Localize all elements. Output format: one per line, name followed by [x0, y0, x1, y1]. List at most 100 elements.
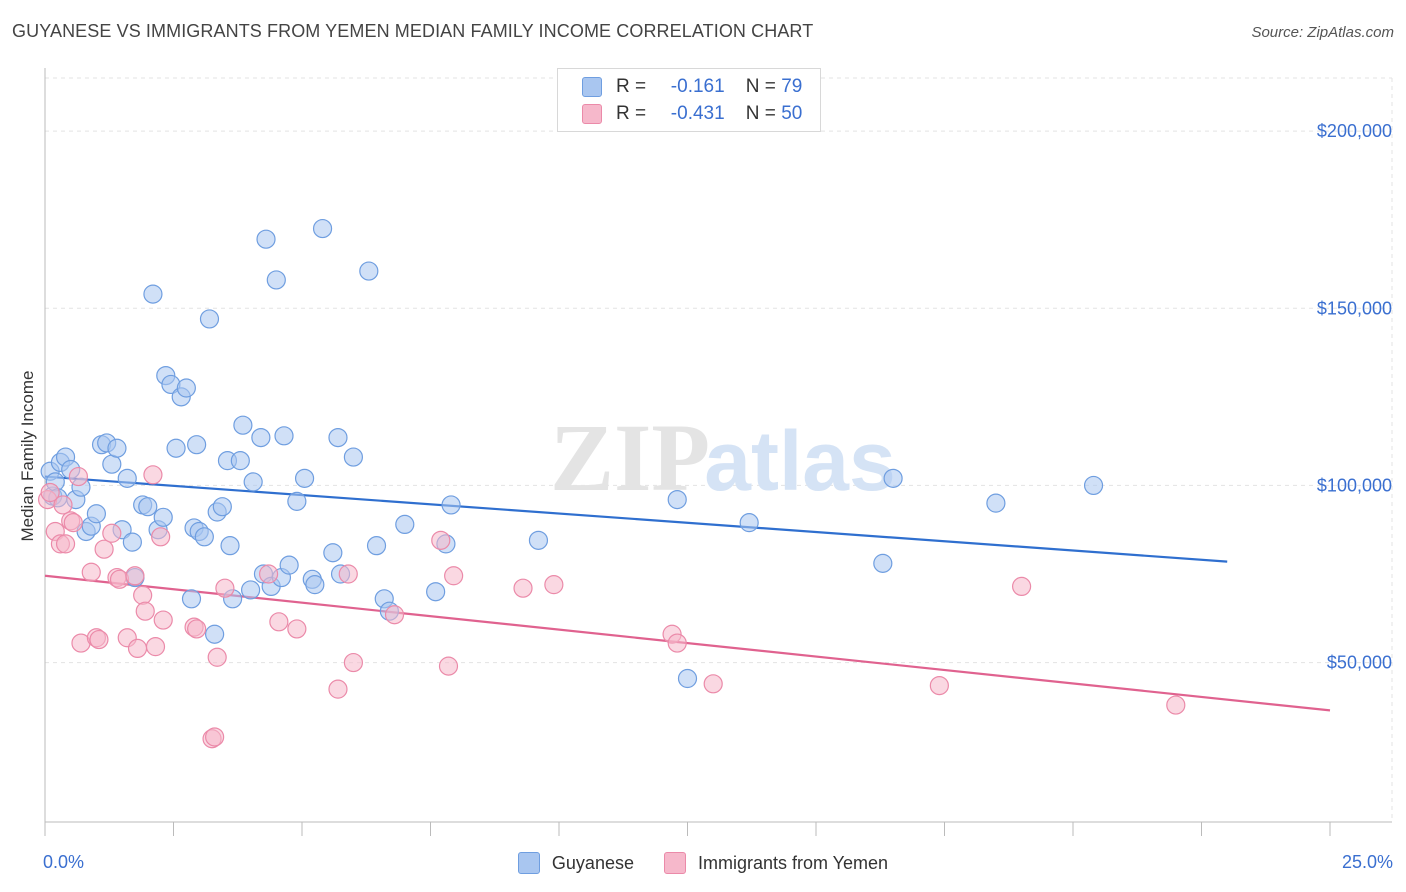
- scatter-point: [212, 497, 232, 517]
- scatter-point: [107, 438, 127, 458]
- scatter-point: [153, 507, 173, 527]
- scatter-point: [1011, 576, 1032, 597]
- axes: [44, 68, 1392, 836]
- scatter-point: [359, 261, 379, 281]
- trend-lines: [44, 475, 1331, 712]
- scatter-point: [258, 564, 279, 584]
- scatter-point: [513, 578, 533, 598]
- scatter-point: [68, 466, 89, 487]
- scatter-point: [230, 451, 250, 471]
- scatter-point: [323, 543, 343, 563]
- scatter-point: [55, 534, 76, 554]
- legend-n-label: N =: [745, 76, 776, 97]
- scatter-point: [133, 585, 153, 605]
- legend-n-label: N =: [745, 103, 776, 124]
- y-tick-labels: $50,000 $100,000 $150,000 $200,000: [1317, 121, 1392, 672]
- scatter-point: [384, 605, 405, 625]
- scatter-point: [127, 638, 148, 659]
- scatter-point: [873, 553, 893, 573]
- scatter-point: [343, 447, 363, 467]
- scatter-point: [274, 426, 294, 446]
- scatter-point: [287, 491, 307, 511]
- scatter-point: [181, 589, 202, 609]
- scatter-point: [194, 527, 214, 547]
- trend-line: [44, 574, 1331, 712]
- scatter-point: [143, 284, 163, 304]
- scatter-point: [187, 619, 207, 639]
- scatter-point: [328, 679, 348, 699]
- scatter-point: [441, 495, 461, 515]
- scatter-point: [251, 428, 271, 448]
- scatter-point: [312, 218, 333, 239]
- scatter-point: [279, 555, 299, 575]
- scatter-point: [343, 652, 363, 673]
- scatter-point: [220, 536, 240, 556]
- legend-swatch-blue: [582, 77, 602, 97]
- scatter-point: [986, 493, 1006, 513]
- gridlines: [45, 77, 1393, 822]
- scatter-point: [667, 633, 687, 653]
- legend-item-guyanese[interactable]: Guyanese: [517, 852, 634, 874]
- scatter-point: [187, 435, 207, 455]
- scatter-point: [431, 530, 451, 550]
- scatter-point: [667, 490, 687, 510]
- scatter-point: [102, 454, 122, 474]
- scatter-point: [266, 270, 286, 290]
- y-tick-label: $200,000: [1317, 121, 1392, 141]
- scatter-point: [929, 675, 949, 696]
- scatter-point: [205, 624, 225, 644]
- scatter-point: [40, 482, 60, 503]
- scatter-point: [102, 523, 122, 543]
- legend-r-label: R =: [616, 76, 647, 97]
- scatter-point: [63, 513, 83, 533]
- scatter-point: [1166, 695, 1186, 715]
- scatter-point: [444, 566, 464, 586]
- scatter-point: [703, 674, 723, 694]
- legend-n-value: 79: [781, 76, 803, 97]
- scatter-point: [269, 612, 289, 632]
- y-tick-label: $100,000: [1317, 475, 1392, 495]
- scatter-point: [205, 727, 225, 747]
- legend-label-yemen: Immigrants from Yemen: [697, 852, 889, 873]
- y-tick-label: $150,000: [1317, 298, 1392, 318]
- scatter-point: [328, 428, 348, 448]
- legend-r-value: -0.431: [670, 103, 725, 124]
- legend-label-guyanese: Guyanese: [551, 852, 634, 873]
- scatter-point: [294, 468, 315, 488]
- scatter-point: [426, 582, 446, 602]
- scatter-point: [305, 575, 325, 595]
- scatter-point: [395, 514, 415, 535]
- scatter-point: [166, 438, 186, 458]
- scatter-point: [241, 580, 261, 600]
- legend-swatch-pink: [582, 104, 602, 124]
- scatter-point: [287, 619, 307, 639]
- trend-line: [44, 475, 1228, 563]
- scatter-point: [883, 468, 903, 488]
- scatter-point: [176, 378, 196, 398]
- scatter-point: [89, 629, 109, 650]
- scatter-point: [138, 497, 158, 517]
- legend-swatch-guyanese: [517, 852, 540, 874]
- scatter-point: [338, 564, 358, 584]
- scatter-point: [151, 527, 171, 547]
- source-label: Source: ZipAtlas.com: [1251, 24, 1394, 41]
- series-legend: Guyanese Immigrants from Yemen: [0, 852, 1406, 874]
- scatter-point: [207, 647, 227, 667]
- watermark-atlas: atlas: [704, 414, 895, 508]
- x-tick-max: 25.0%: [1341, 852, 1393, 872]
- legend-n-value: 50: [781, 103, 803, 124]
- legend-item-yemen[interactable]: Immigrants from Yemen: [663, 852, 889, 874]
- scatter-point: [94, 539, 114, 559]
- scatter-point: [739, 513, 759, 533]
- correlation-legend: R = -0.161 N = 79 R = -0.431 N = 50: [557, 68, 821, 132]
- scatter-point: [677, 668, 698, 689]
- scatter-point: [117, 468, 137, 488]
- legend-swatch-yemen: [663, 852, 686, 874]
- scatter-point: [143, 465, 163, 485]
- scatter-point: [125, 566, 145, 586]
- y-axis-label: Median Family Income: [18, 370, 37, 542]
- legend-r-label: R =: [616, 103, 647, 124]
- scatter-point: [199, 309, 220, 329]
- x-tick-min: 0.0%: [43, 852, 85, 872]
